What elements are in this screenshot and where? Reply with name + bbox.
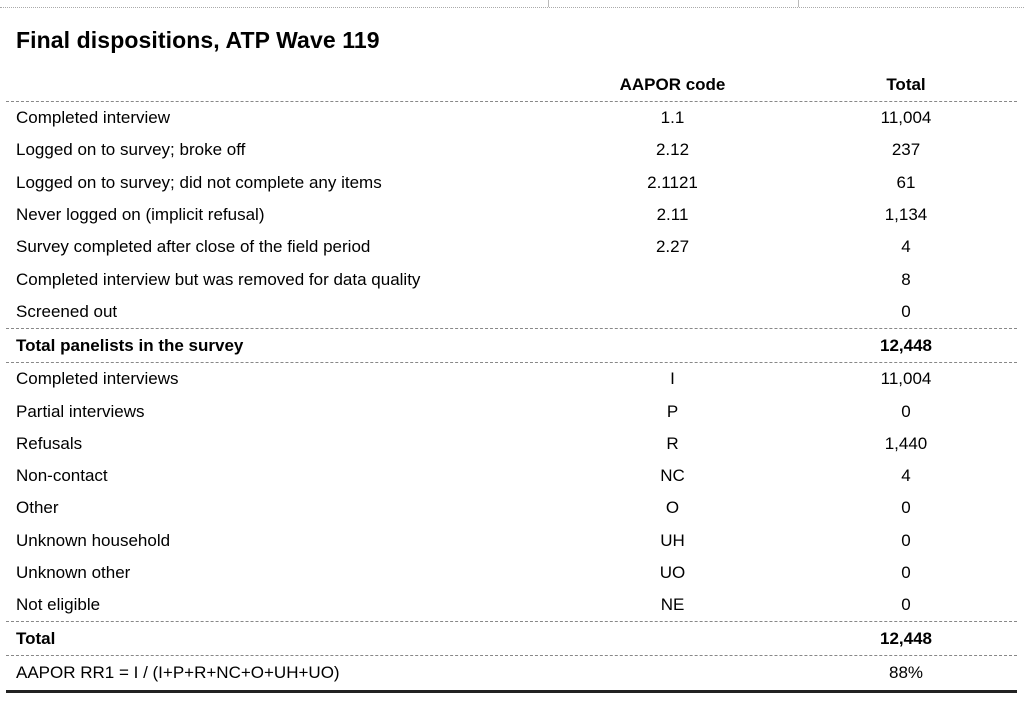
row-label: Non-contact — [16, 466, 108, 486]
row-code: 2.1121 — [647, 172, 698, 192]
table-row: Never logged on (implicit refusal) 2.11 … — [6, 199, 1017, 231]
row-code: O — [665, 498, 680, 518]
dispositions-table: AAPOR code Total Completed interview 1.1… — [6, 68, 1017, 694]
row-label: Not eligible — [16, 595, 101, 615]
row-label: Never logged on (implicit refusal) — [16, 205, 265, 225]
column-header-total: Total — [886, 74, 926, 94]
table-row: Refusals R 1,440 — [6, 428, 1017, 460]
row-code: R — [666, 433, 679, 453]
row-label: Other — [16, 498, 59, 518]
row-total: 61 — [896, 172, 916, 192]
row-label: Unknown other — [16, 563, 131, 582]
row-total: 4 — [901, 466, 911, 486]
table-row: Non-contact NC 4 — [6, 460, 1017, 492]
row-total: 1,134 — [884, 205, 928, 225]
column-header-aapor-code: AAPOR code — [619, 74, 726, 94]
top-tick — [798, 0, 799, 7]
table-row: Completed interview 1.1 11,004 — [6, 102, 1017, 134]
row-total: 0 — [901, 563, 911, 582]
table-row: Logged on to survey; did not complete an… — [6, 167, 1017, 199]
row-total: 11,004 — [880, 369, 932, 389]
top-tick — [548, 0, 549, 7]
row-total: 12,448 — [880, 628, 932, 648]
top-border — [0, 7, 1024, 8]
table-row: Partial interviews P 0 — [6, 395, 1017, 427]
row-label: Unknown household — [16, 530, 171, 550]
table-row: Not eligible NE 0 — [6, 589, 1017, 621]
row-label: Completed interview — [16, 108, 171, 128]
row-code: NC — [660, 466, 685, 486]
table-row: Completed interviews I 11,004 — [6, 363, 1017, 395]
row-total: 0 — [901, 301, 911, 321]
row-label: Logged on to survey; did not complete an… — [16, 172, 382, 192]
row-label: AAPOR RR1 = I / (I+P+R+NC+O+UH+UO) — [16, 663, 340, 683]
row-total: 237 — [891, 140, 921, 160]
row-code: UO — [659, 563, 686, 582]
row-label: Partial interviews — [16, 401, 145, 421]
table-row: Unknown household UH 0 — [6, 525, 1017, 557]
table-row: Screened out 0 — [6, 296, 1017, 328]
row-total: 4 — [901, 237, 911, 257]
row-code: 2.27 — [655, 237, 690, 257]
row-total: 1,440 — [884, 433, 928, 453]
row-total: 11,004 — [880, 108, 932, 128]
row-label: Survey completed after close of the fiel… — [16, 237, 371, 257]
page-title: Final dispositions, ATP Wave 119 — [16, 27, 380, 53]
row-code: NE — [660, 595, 685, 615]
table-row: Other O 0 — [6, 492, 1017, 524]
row-total: 0 — [901, 530, 911, 550]
row-code: I — [670, 369, 675, 389]
row-total: 88% — [888, 663, 924, 683]
row-code: P — [666, 401, 679, 421]
row-total: 0 — [901, 595, 911, 615]
row-label: Completed interview but was removed for … — [16, 269, 421, 289]
table-row: Survey completed after close of the fiel… — [6, 231, 1017, 263]
grand-total-row: Total 12,448 — [6, 621, 1017, 657]
row-label: Logged on to survey; broke off — [16, 140, 246, 160]
row-code: 2.11 — [656, 205, 689, 225]
row-label: Refusals — [16, 433, 83, 453]
table-header: AAPOR code Total — [6, 68, 1017, 102]
row-label: Total panelists in the survey — [16, 335, 244, 355]
row-label: Total — [16, 628, 56, 648]
row-code: UH — [660, 530, 685, 550]
table-row: Unknown other UO 0 — [6, 557, 1017, 589]
table-row: Logged on to survey; broke off 2.12 237 — [6, 134, 1017, 166]
response-rate-row: AAPOR RR1 = I / (I+P+R+NC+O+UH+UO) 88% — [6, 656, 1017, 694]
row-total: 0 — [901, 401, 911, 421]
row-total: 0 — [901, 498, 911, 518]
row-code: 2.12 — [655, 140, 690, 160]
row-label: Screened out — [16, 301, 118, 321]
row-total: 8 — [901, 269, 911, 289]
table-row: Completed interview but was removed for … — [6, 263, 1017, 295]
row-code: 1.1 — [660, 108, 685, 128]
row-label: Completed interviews — [16, 369, 179, 389]
row-total: 12,448 — [880, 335, 932, 355]
panelists-total-row: Total panelists in the survey 12,448 — [6, 328, 1017, 364]
